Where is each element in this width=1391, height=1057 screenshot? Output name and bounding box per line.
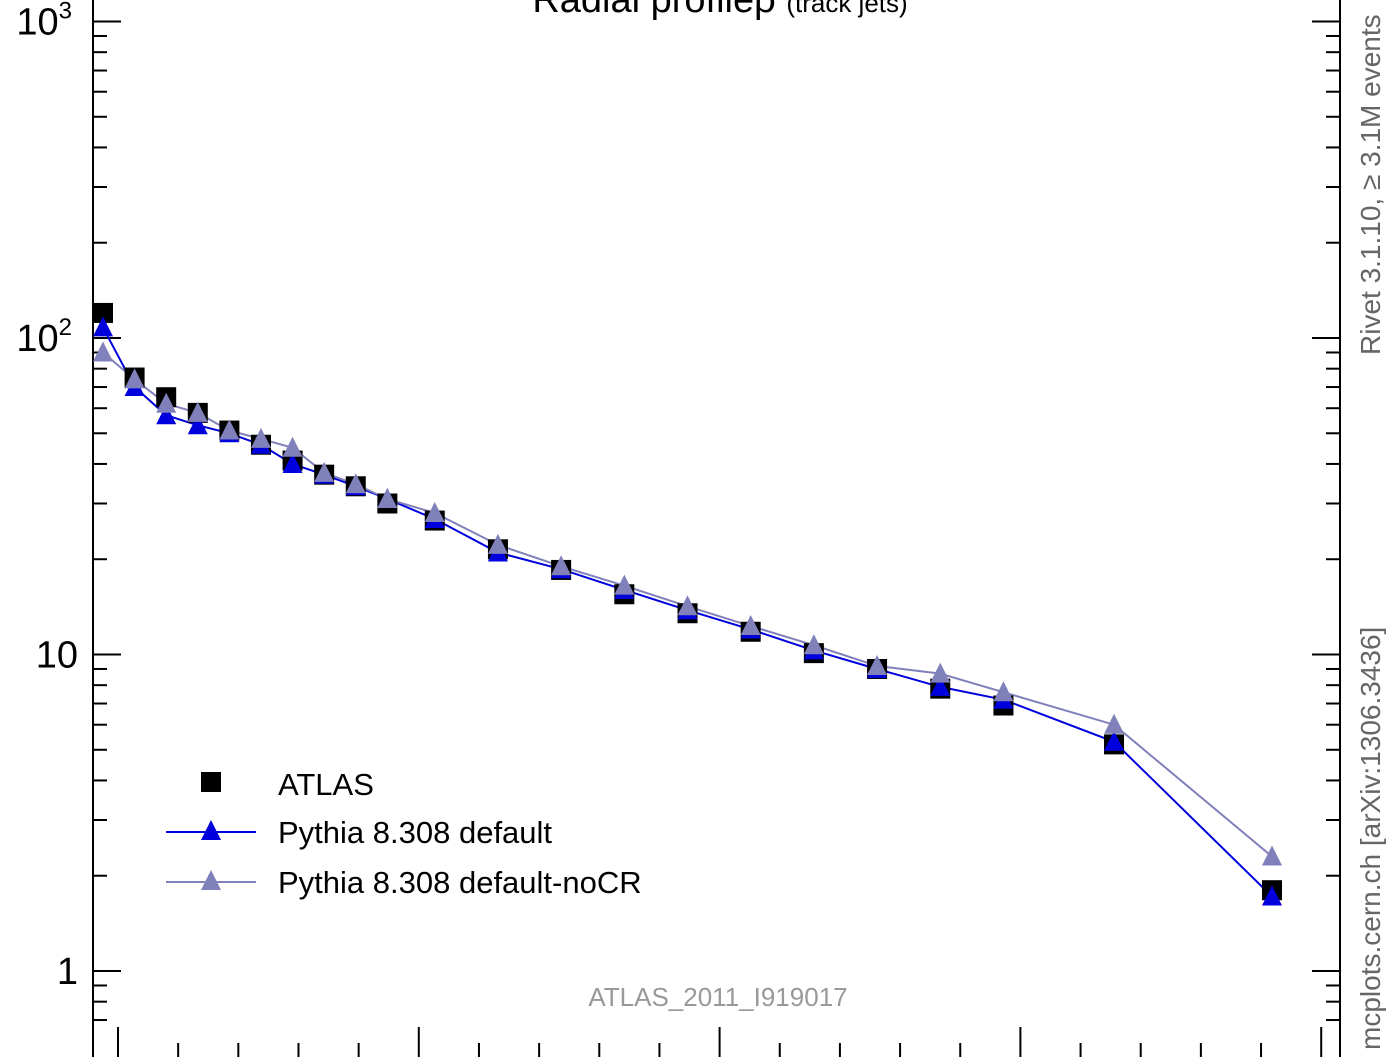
chart-title-sub: (track jets) xyxy=(786,0,907,18)
side-label-mcplots: mcplots.cern.ch [arXiv:1306.3436] xyxy=(1355,627,1386,1050)
series-point-2 xyxy=(187,401,208,422)
series-point-2 xyxy=(1104,713,1125,734)
series-point-2 xyxy=(314,461,335,482)
series-point-1 xyxy=(156,404,177,425)
legend-marker-default xyxy=(201,820,221,840)
series-point-2 xyxy=(345,473,366,494)
x-axis xyxy=(117,1027,1323,1057)
series-point-2 xyxy=(93,341,113,362)
legend: ATLAS Pythia 8.308 default Pythia 8.308 … xyxy=(166,767,642,900)
atlas-point xyxy=(93,302,113,323)
series-line-2 xyxy=(102,351,1273,858)
chart-title: Radial profileρ (track jets) xyxy=(532,0,907,21)
series-point-2 xyxy=(282,436,303,457)
series-point-2 xyxy=(614,574,635,595)
y-tick-label: 1 xyxy=(57,951,78,993)
y-tick-label: 10 xyxy=(36,635,78,677)
series-point-2 xyxy=(740,615,761,636)
series-point-2 xyxy=(424,501,445,522)
y-tick-label: 102 xyxy=(16,314,72,360)
series-point-2 xyxy=(930,662,951,683)
series-point-2 xyxy=(250,427,271,448)
chart-title-main: Radial profileρ xyxy=(532,0,775,21)
series-layer xyxy=(93,302,1282,906)
series-point-1 xyxy=(93,316,113,337)
y-tick-label: 103 xyxy=(16,0,72,44)
series-point-2 xyxy=(1262,845,1282,866)
series-point-2 xyxy=(156,392,177,413)
series-point-1 xyxy=(282,452,303,473)
legend-label-atlas: ATLAS xyxy=(278,767,374,802)
series-point-1 xyxy=(187,414,208,435)
legend-label-default: Pythia 8.308 default xyxy=(278,815,552,850)
series-point-2 xyxy=(551,555,572,576)
series-point-1 xyxy=(930,675,951,696)
series-point-2 xyxy=(993,681,1014,702)
series-point-2 xyxy=(803,634,824,655)
series-point-2 xyxy=(677,595,698,616)
series-point-2 xyxy=(124,368,145,389)
series-point-2 xyxy=(867,654,888,675)
legend-marker-atlas xyxy=(201,772,221,792)
legend-label-nocr: Pythia 8.308 default-noCR xyxy=(278,865,642,900)
series-line-1 xyxy=(102,326,1273,898)
series-point-2 xyxy=(487,533,508,554)
analysis-watermark: ATLAS_2011_I919017 xyxy=(588,982,847,1012)
y-axis: 1 10 102 103 xyxy=(16,0,1340,1022)
series-point-2 xyxy=(377,487,398,508)
side-label-rivet: Rivet 3.1.10, ≥ 3.1M events xyxy=(1355,14,1386,355)
series-point-1 xyxy=(1104,730,1125,751)
legend-marker-nocr xyxy=(201,870,221,890)
series-point-2 xyxy=(219,419,240,440)
series-point-1 xyxy=(1262,885,1282,906)
